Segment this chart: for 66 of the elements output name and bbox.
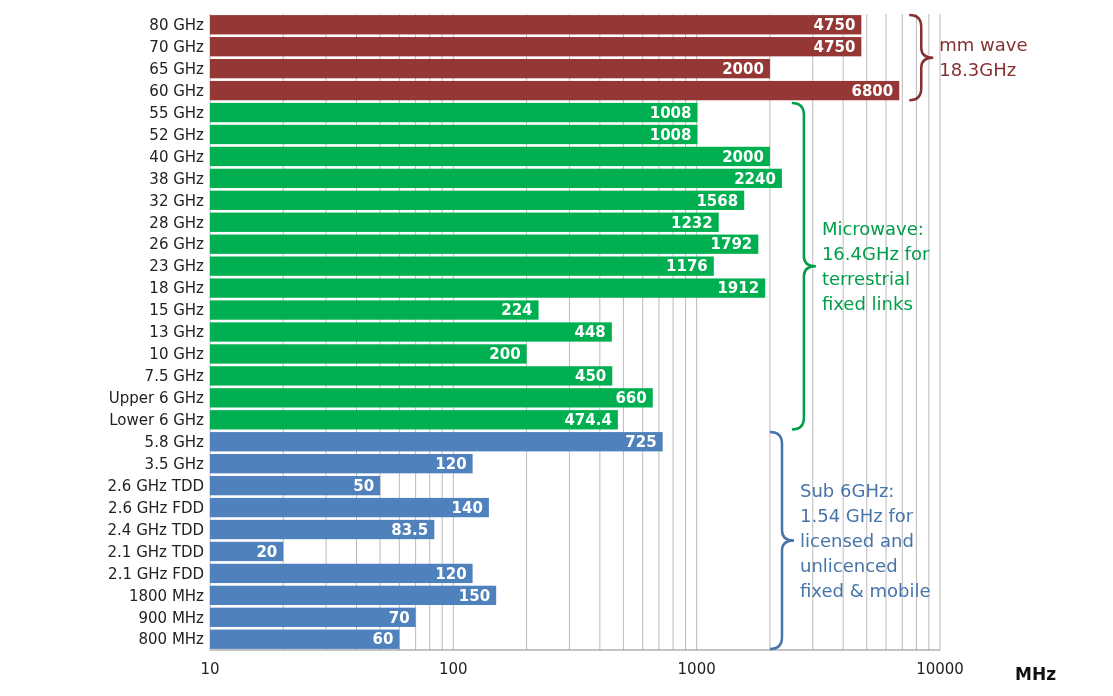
y-tick-label: 23 GHz [149, 257, 205, 276]
annotation: mm wave 18.3GHz [939, 34, 1028, 81]
data-label: 1008 [649, 125, 692, 144]
data-label: 150 [458, 586, 491, 605]
data-label: 725 [625, 432, 657, 451]
y-tick-label: 60 GHz [149, 81, 205, 100]
y-tick-label: 15 GHz [149, 301, 205, 320]
y-tick-label: 7.5 GHz [144, 367, 205, 386]
y-tick-label: 3.5 GHz [144, 454, 205, 473]
y-tick-label: 52 GHz [149, 125, 205, 144]
data-label: 60 [372, 630, 394, 649]
data-label: 2240 [734, 169, 776, 188]
data-label: 120 [435, 454, 467, 473]
annotation: Sub 6GHz: 1.54 GHz for licensed and unlicenced fixed & mobile [800, 479, 931, 601]
data-label: 140 [451, 498, 483, 517]
data-label: 20 [256, 542, 278, 561]
data-label: 2000 [722, 59, 764, 78]
y-tick-label: 26 GHz [149, 235, 205, 254]
y-tick-label: 65 GHz [149, 59, 205, 78]
y-tick-label: Upper 6 GHz [108, 389, 205, 408]
data-label: 1232 [670, 213, 713, 232]
data-label: 1912 [717, 279, 760, 298]
annotation: Microwave: 16.4GHz for terrestrial fixed links [821, 217, 930, 314]
y-tick-label: 80 GHz [149, 16, 205, 34]
y-tick-label: 2.1 GHz TDD [107, 542, 204, 561]
data-label: 4750 [813, 37, 856, 56]
data-label: 474.4 [564, 411, 612, 430]
y-tick-label: 55 GHz [149, 103, 205, 122]
data-label: 224 [501, 301, 533, 320]
x-tick-label: 10 [200, 660, 220, 678]
y-tick-label: 32 GHz [149, 191, 205, 210]
y-tick-label: 2.6 GHz TDD [107, 476, 204, 495]
y-tick-label: 1800 MHz [128, 586, 205, 605]
y-tick-label: 40 GHz [149, 147, 205, 166]
data-label: 70 [388, 608, 410, 627]
data-label: 120 [435, 564, 467, 583]
data-label: 50 [353, 476, 375, 495]
data-label: 2000 [722, 147, 764, 166]
data-label: 450 [574, 367, 607, 386]
y-tick-label: 13 GHz [149, 323, 205, 342]
data-label: 448 [574, 323, 606, 342]
data-label: 83.5 [391, 520, 429, 539]
data-label: 4750 [813, 16, 856, 34]
y-tick-label: 38 GHz [149, 169, 205, 188]
y-tick-label: 2.1 GHz FDD [108, 564, 204, 583]
data-label: 1176 [666, 257, 708, 276]
data-label: 200 [489, 345, 521, 364]
y-tick-label: 10 GHz [149, 345, 205, 364]
x-tick-label: 100 [439, 660, 468, 678]
y-tick-label: Lower 6 GHz [109, 411, 205, 430]
data-label: 1008 [649, 103, 692, 122]
y-tick-label: 70 GHz [149, 37, 205, 56]
x-tick-label: 1000 [677, 660, 716, 678]
y-tick-label: 28 GHz [149, 213, 205, 232]
y-tick-label: 2.6 GHz FDD [108, 498, 204, 517]
data-label: 6800 [851, 81, 894, 100]
y-tick-label: 18 GHz [149, 279, 205, 298]
x-tick-label: 10000 [916, 660, 964, 678]
data-label: 660 [615, 389, 647, 408]
data-label: 1792 [710, 235, 753, 254]
y-tick-label: 2.4 GHz TDD [107, 520, 204, 539]
x-axis-title: MHz [1015, 664, 1057, 684]
y-tick-label: 800 MHz [138, 630, 205, 649]
y-tick-label: 5.8 GHz [144, 432, 205, 451]
y-tick-label: 900 MHz [138, 608, 205, 627]
data-label: 1568 [696, 191, 739, 210]
